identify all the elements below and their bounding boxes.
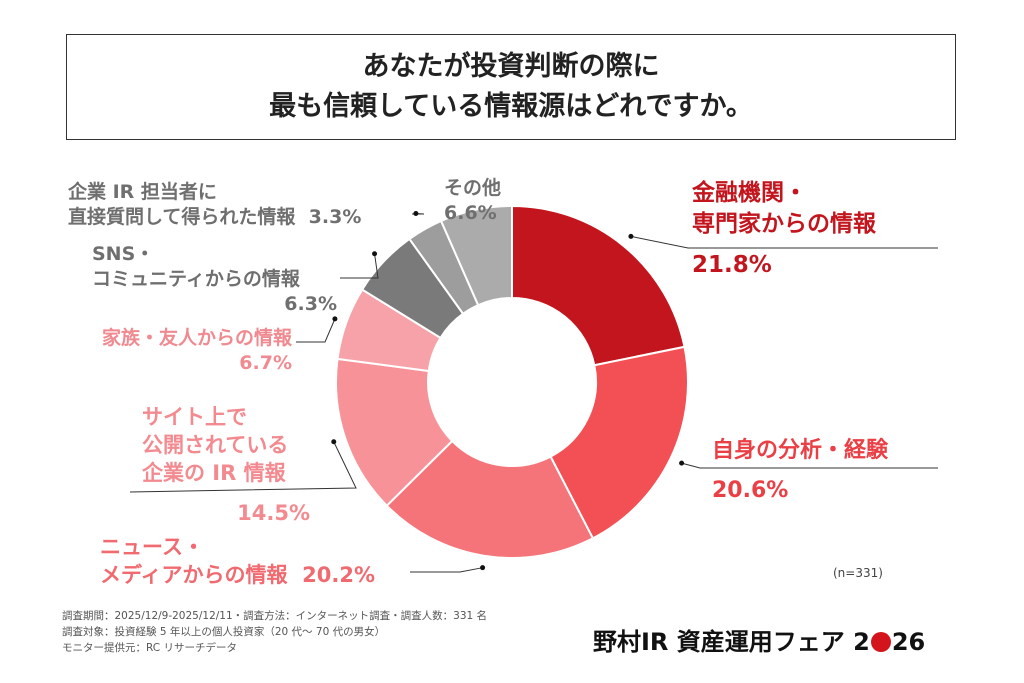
label-financial-institutions: 金融機関・ 専門家からの情報 21.8% <box>692 180 876 278</box>
leader-dot-2 <box>480 565 486 571</box>
leader-dot-4 <box>332 316 338 322</box>
label-ir-contact: 企業 IR 担当者に 直接質問して得られた情報 3.3% <box>68 181 362 228</box>
fair-logo: 野村IR 資産運用フェア 2 26 <box>593 628 926 656</box>
title-line-2: 最も信頼している情報源はどれですか。 <box>269 91 753 122</box>
leader-line-4 <box>296 318 336 343</box>
survey-footer: 調査期間：2025/12/9-2025/12/11・調査方法：インターネット調査… <box>62 610 488 654</box>
label-family-friends: 家族・友人からの情報 6.7% <box>101 327 292 374</box>
leader-line-5 <box>340 253 379 279</box>
slice-0 <box>511 204 686 367</box>
slice-7 <box>439 204 513 307</box>
leader-line-2 <box>410 567 483 573</box>
question-title: あなたが投資判断の際に 最も信頼している情報源はどれですか。 <box>66 34 956 140</box>
red-circle-icon <box>870 632 891 652</box>
title-line-1: あなたが投資判断の際に <box>362 51 660 82</box>
label-company-ir-site: サイト上で 公開されている 企業の IR 情報 14.5% <box>142 405 310 525</box>
leader-dot-0 <box>628 233 634 239</box>
leader-line-3 <box>129 441 357 493</box>
label-news-media: ニュース・ メディアからの情報 20.2% <box>100 535 376 587</box>
leader-dot-6 <box>413 210 419 216</box>
label-other: その他 6.6% <box>444 177 502 224</box>
slice-1 <box>549 345 689 540</box>
label-own-analysis: 自身の分析・経験 20.6% <box>712 438 889 503</box>
leader-line-1 <box>681 462 938 469</box>
sample-size: (n=331) <box>833 566 883 580</box>
leader-dot-3 <box>331 439 337 445</box>
leader-dot-5 <box>372 251 378 257</box>
leader-line-0 <box>630 235 938 249</box>
slice-2 <box>385 439 595 559</box>
leader-dot-1 <box>679 460 685 466</box>
label-sns: SNS・ コミュニティからの情報 6.3% <box>92 243 337 315</box>
